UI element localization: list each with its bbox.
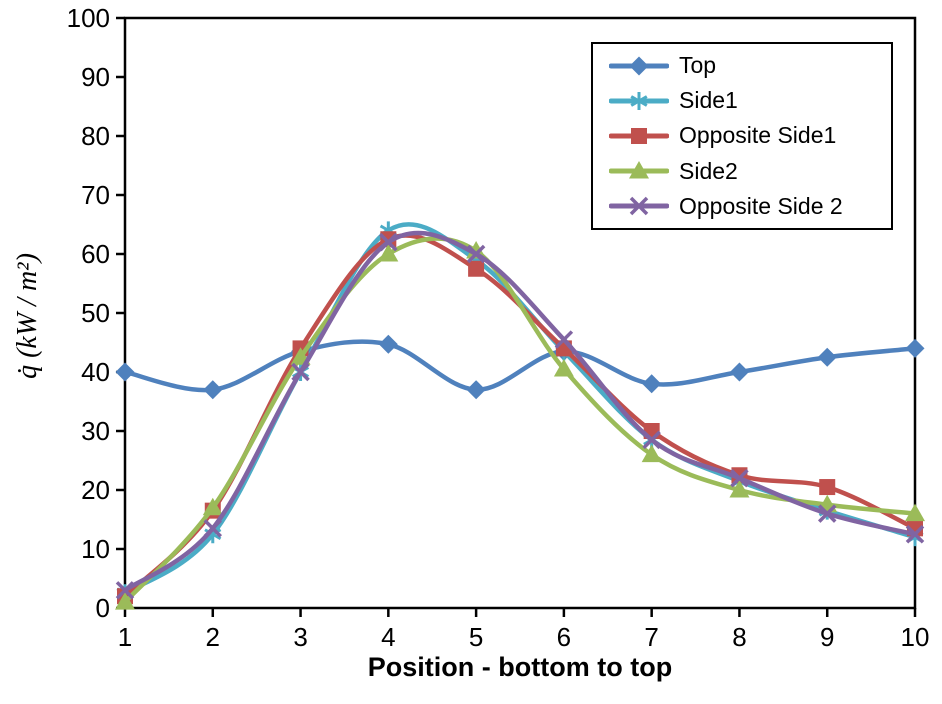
series-line — [122, 222, 918, 596]
legend-marker-opposite-side1-icon — [609, 127, 669, 144]
series-line — [122, 236, 918, 605]
legend-entry-side1: Side1 — [609, 88, 891, 114]
y-tick-label: 20 — [81, 475, 110, 505]
x-tick-label: 3 — [293, 622, 307, 652]
legend-label: Side2 — [679, 157, 738, 184]
series-opposite-side1 — [117, 231, 923, 605]
legend-entry-top: Top — [609, 53, 891, 79]
y-tick-label: 40 — [81, 357, 110, 387]
y-tick-label: 60 — [81, 239, 110, 269]
legend-marker-side1-icon — [609, 91, 669, 110]
series-side1 — [116, 221, 924, 603]
legend-entry-opposite-side1: Opposite Side1 — [609, 123, 891, 149]
legend-marker-opposite-side2-icon — [609, 197, 669, 216]
x-axis-title: Position - bottom to top — [367, 652, 673, 682]
y-axis-title: q̇ (kW / m²) — [12, 253, 43, 379]
legend-marker-side2-icon — [609, 161, 669, 179]
y-tick-label: 50 — [81, 298, 110, 328]
x-tick-label: 5 — [469, 622, 483, 652]
x-tick-label: 10 — [901, 622, 930, 652]
x-tick-label: 7 — [644, 622, 658, 652]
legend-entry-opposite-side2: Opposite Side 2 — [609, 193, 891, 219]
legend-label: Side1 — [679, 87, 738, 114]
legend-label: Opposite Side 2 — [679, 192, 843, 219]
x-tick-label: 9 — [820, 622, 834, 652]
series-opposite-side-2 — [115, 230, 925, 600]
y-tick-label: 80 — [81, 121, 110, 151]
y-tick-label: 100 — [67, 3, 110, 33]
y-tick-label: 0 — [96, 593, 110, 623]
legend-marker-top-icon — [609, 56, 669, 76]
legend-entry-side2: Side2 — [609, 158, 891, 184]
x-tick-label: 4 — [381, 622, 395, 652]
y-tick-label: 70 — [81, 180, 110, 210]
x-tick-label: 1 — [118, 622, 132, 652]
y-tick-label: 90 — [81, 62, 110, 92]
series-line — [122, 230, 918, 593]
x-tick-label: 6 — [557, 622, 571, 652]
legend-box: Top Side1 Opposite Side1 Side2 Opposite … — [591, 42, 893, 230]
x-tick-label: 2 — [206, 622, 220, 652]
legend-label: Opposite Side1 — [679, 122, 837, 149]
legend-label: Top — [679, 52, 717, 79]
series-line — [122, 339, 918, 393]
series-top — [115, 334, 925, 400]
y-tick-label: 10 — [81, 534, 110, 564]
x-tick-label: 8 — [732, 622, 746, 652]
y-tick-label: 30 — [81, 416, 110, 446]
